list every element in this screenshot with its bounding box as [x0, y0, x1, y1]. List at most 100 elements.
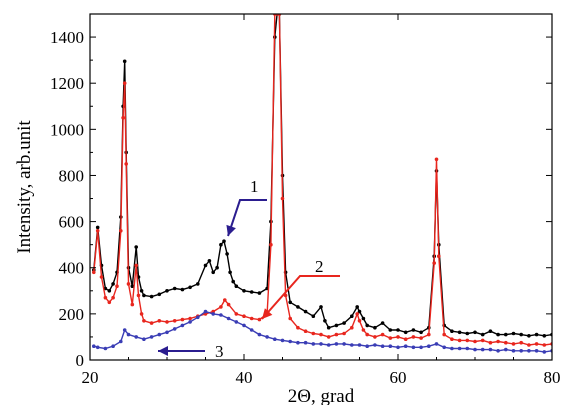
data-point-series-3 — [296, 340, 300, 345]
data-point-series-1 — [122, 59, 127, 64]
data-point-series-1 — [334, 323, 339, 328]
data-point-series-2 — [103, 295, 108, 300]
data-point-series-1 — [180, 287, 185, 292]
data-point-series-2 — [519, 340, 523, 345]
data-point-series-3 — [350, 343, 354, 347]
data-point-series-1 — [203, 263, 208, 268]
data-point-series-2 — [437, 254, 441, 258]
data-point-series-1 — [504, 332, 508, 337]
data-point-series-1 — [450, 329, 454, 334]
data-point-series-2 — [122, 81, 127, 85]
data-point-series-1 — [357, 309, 362, 314]
data-point-series-2 — [142, 319, 146, 323]
data-point-series-2 — [311, 331, 316, 336]
data-point-series-2 — [303, 329, 308, 334]
data-point-series-2 — [288, 316, 293, 321]
data-point-series-1 — [457, 330, 462, 335]
data-point-series-1 — [350, 314, 354, 319]
y-tick-label: 1000 — [50, 120, 84, 139]
data-point-series-1 — [527, 334, 531, 338]
data-point-series-1 — [130, 284, 135, 289]
data-point-series-1 — [207, 259, 212, 263]
data-point-series-3 — [504, 347, 508, 352]
data-point-series-2 — [296, 325, 300, 330]
y-tick-label: 1200 — [50, 74, 84, 93]
annotation-label-2: 2 — [315, 257, 324, 276]
data-point-series-1 — [215, 265, 219, 270]
data-point-series-2 — [488, 340, 493, 345]
annotation-arrowhead-2 — [262, 308, 273, 319]
data-point-series-1 — [473, 330, 477, 335]
data-point-series-3 — [450, 346, 454, 351]
data-point-series-3 — [234, 320, 239, 324]
data-point-series-3 — [265, 335, 269, 339]
data-point-series-3 — [488, 347, 493, 352]
data-point-series-1 — [196, 282, 200, 286]
data-point-series-2 — [450, 337, 454, 342]
data-point-series-1 — [419, 330, 423, 335]
data-point-series-2 — [434, 157, 439, 162]
data-point-series-3 — [542, 350, 547, 354]
data-point-series-1 — [188, 285, 192, 290]
data-point-series-3 — [357, 343, 362, 347]
annotation-arrowhead-1 — [226, 224, 236, 236]
data-point-series-2 — [280, 196, 285, 201]
data-point-series-3 — [365, 344, 370, 349]
data-point-series-2 — [149, 321, 154, 325]
data-point-series-3 — [403, 344, 408, 349]
data-point-series-3 — [342, 342, 346, 346]
data-point-series-3 — [95, 345, 100, 350]
data-point-series-1 — [211, 270, 215, 275]
data-point-series-1 — [142, 293, 146, 298]
data-point-series-3 — [273, 337, 277, 342]
data-point-series-3 — [126, 332, 131, 337]
data-point-series-3 — [157, 332, 162, 337]
data-point-series-1 — [355, 305, 360, 309]
data-point-series-1 — [242, 289, 246, 293]
data-point-series-2 — [504, 340, 508, 345]
data-point-series-1 — [361, 316, 366, 321]
data-point-series-3 — [511, 349, 516, 353]
x-tick-label: 40 — [236, 368, 253, 387]
data-point-series-2 — [473, 339, 477, 344]
data-point-series-1 — [496, 332, 500, 337]
data-point-series-3 — [442, 345, 447, 350]
data-point-series-2 — [442, 332, 447, 337]
data-point-series-1 — [296, 305, 300, 309]
y-axis-title: Intensity, arb.unit — [14, 120, 35, 254]
data-point-series-3 — [180, 323, 185, 328]
data-point-series-3 — [319, 342, 323, 346]
annotation-label-3: 3 — [215, 342, 224, 361]
data-point-series-2 — [219, 305, 223, 309]
data-point-series-3 — [122, 328, 127, 332]
data-point-series-1 — [134, 245, 138, 249]
data-point-series-1 — [157, 292, 162, 297]
data-point-series-1 — [165, 289, 169, 293]
data-point-series-3 — [480, 347, 485, 352]
data-point-series-2 — [249, 316, 254, 321]
data-point-series-2 — [223, 298, 227, 302]
data-point-series-2 — [403, 337, 408, 342]
data-point-series-2 — [269, 242, 273, 247]
data-point-series-2 — [226, 302, 231, 307]
data-point-series-2 — [95, 229, 100, 233]
plot-area — [92, 14, 552, 354]
data-point-series-1 — [311, 314, 316, 319]
data-point-series-2 — [457, 338, 462, 343]
data-point-series-2 — [419, 336, 423, 340]
data-point-series-3 — [465, 346, 470, 351]
y-tick-label: 800 — [59, 166, 85, 185]
data-point-series-2 — [180, 317, 185, 322]
data-point-series-2 — [496, 339, 500, 344]
data-point-series-1 — [511, 331, 516, 336]
data-point-series-1 — [465, 331, 470, 336]
data-point-series-3 — [326, 343, 331, 347]
data-point-series-1 — [225, 252, 229, 256]
data-point-series-2 — [172, 319, 177, 323]
data-point-series-2 — [139, 312, 144, 316]
data-point-series-3 — [211, 312, 215, 316]
data-point-series-3 — [411, 345, 416, 350]
data-point-series-3 — [388, 344, 393, 349]
